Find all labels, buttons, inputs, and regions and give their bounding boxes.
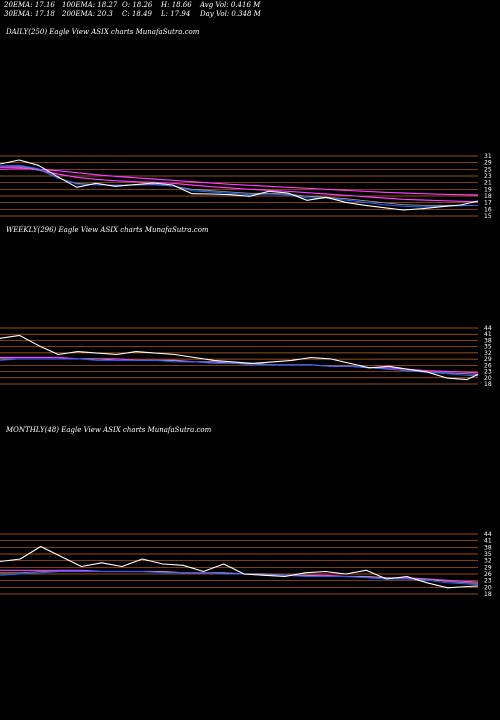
y-tick-label: 17 — [484, 200, 492, 207]
y-tick-label: 31 — [484, 153, 492, 160]
y-tick-label: 26 — [484, 362, 492, 369]
monthly-chart-panel: MONTHLY(48) Eagle View ASIX charts Munaf… — [0, 426, 500, 596]
high-label: H: 18.66 — [161, 1, 192, 9]
weekly-chart-title: WEEKLY(296) Eagle View ASIX charts Munaf… — [6, 226, 209, 234]
ema20-label: 20EMA: 17.16 — [4, 1, 55, 9]
ema-line — [0, 166, 479, 203]
daily-chart-panel: DAILY(250) Eagle View ASIX charts Munafa… — [0, 28, 500, 218]
y-tick-label: 44 — [484, 531, 492, 538]
avg-vol-label: Avg Vol: 0.416 M — [200, 1, 261, 9]
y-tick-label: 35 — [484, 344, 492, 351]
y-tick-label: 21 — [484, 180, 492, 187]
y-tick-label: 29 — [484, 160, 492, 167]
low-label: L: 17.94 — [161, 10, 191, 18]
y-tick-label: 16 — [484, 206, 492, 213]
y-tick-label: 18 — [484, 193, 492, 200]
daily-chart-title: DAILY(250) Eagle View ASIX charts Munafa… — [6, 28, 200, 36]
y-tick-label: 19 — [484, 186, 492, 193]
ema-line — [0, 164, 479, 208]
open-label: O: 18.26 — [122, 1, 153, 9]
ema30-label: 30EMA: 17.18 — [4, 10, 55, 18]
weekly-chart-panel: WEEKLY(296) Eagle View ASIX charts Munaf… — [0, 226, 500, 386]
ema-line — [0, 358, 479, 377]
y-tick-label: 41 — [484, 538, 492, 545]
y-tick-label: 26 — [484, 571, 492, 578]
y-tick-label: 29 — [484, 356, 492, 363]
y-tick-label: 23 — [484, 578, 492, 585]
close-label: C: 18.49 — [122, 10, 152, 18]
ema-line — [0, 358, 479, 375]
y-tick-label: 29 — [484, 564, 492, 571]
day-vol-label: Day Vol: 0.348 M — [200, 10, 261, 18]
y-tick-label: 32 — [484, 350, 492, 357]
ema100-label: 100EMA: 18.27 — [62, 1, 118, 9]
y-tick-label: 38 — [484, 337, 492, 344]
ema-line — [0, 168, 479, 196]
price-line — [0, 159, 479, 211]
y-tick-label: 23 — [484, 173, 492, 180]
y-tick-label: 18 — [484, 591, 492, 596]
y-tick-label: 32 — [484, 558, 492, 565]
y-tick-label: 41 — [484, 331, 492, 338]
y-tick-label: 18 — [484, 381, 492, 386]
y-tick-label: 20 — [484, 584, 492, 591]
y-tick-label: 38 — [484, 544, 492, 551]
y-tick-label: 44 — [484, 325, 492, 332]
header-stats: 20EMA: 17.16 100EMA: 18.27 O: 18.26 H: 1… — [0, 0, 500, 26]
y-tick-label: 20 — [484, 375, 492, 382]
ema200-label: 200EMA: 20.3 — [62, 10, 113, 18]
y-tick-label: 25 — [484, 166, 492, 173]
price-line — [0, 334, 479, 381]
ema-line — [0, 165, 479, 206]
y-tick-label: 35 — [484, 551, 492, 558]
monthly-chart-title: MONTHLY(48) Eagle View ASIX charts Munaf… — [6, 426, 212, 434]
y-tick-label: 23 — [484, 369, 492, 376]
y-tick-label: 15 — [484, 213, 492, 218]
price-line — [0, 545, 479, 589]
